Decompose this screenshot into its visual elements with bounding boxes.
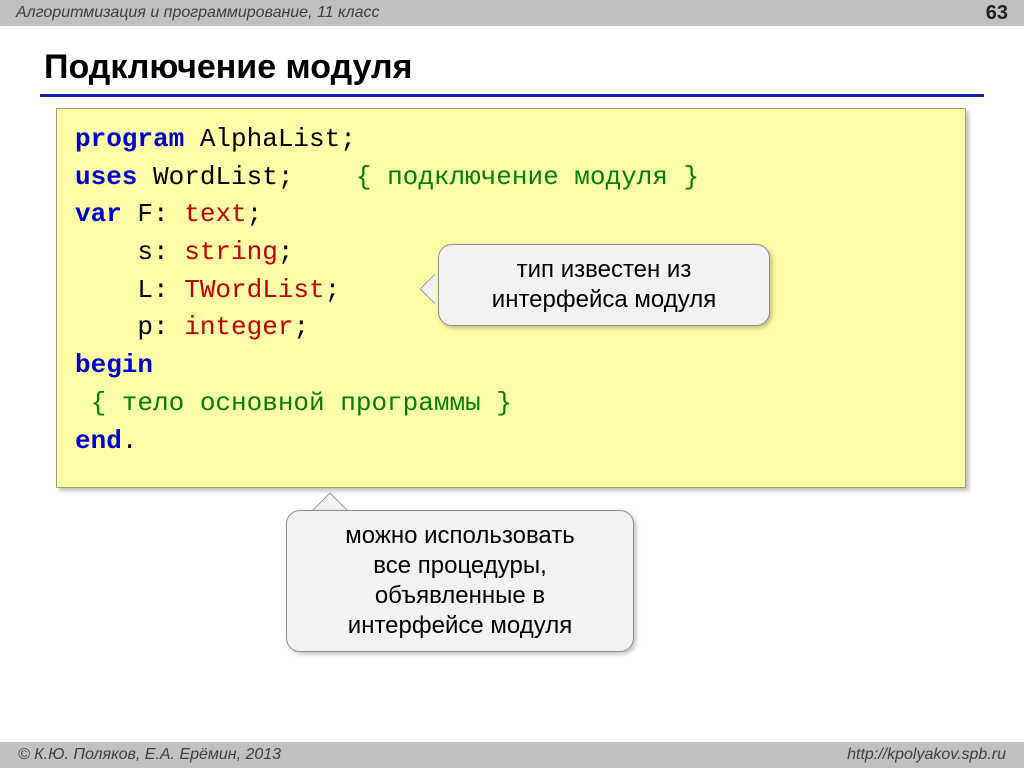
code-id: AlphaList; [184,124,356,154]
code-id: F: [122,199,184,229]
code-id: ; [293,312,309,342]
footer-url: http://kpolyakov.spb.ru [847,746,1006,764]
callout-line: интерфейса модуля [453,285,755,315]
footer-copyright: © К.Ю. Поляков, Е.А. Ерёмин, 2013 [18,746,281,764]
callout-line: тип известен из [453,255,755,285]
code-id: ; [325,275,341,305]
code-id: WordList; [137,162,355,192]
code-comment: { подключение модуля } [356,162,699,192]
header-subject: Алгоритмизация и программирование, 11 кл… [16,4,380,22]
code-kw: program [75,124,184,154]
code-type: string [184,237,278,267]
code-kw: begin [75,350,153,380]
code-kw: end [75,426,122,456]
code-id: s: [75,237,184,267]
footer-bar: © К.Ю. Поляков, Е.А. Ерёмин, 2013 http:/… [0,742,1024,768]
code-kw: uses [75,162,137,192]
title-underline [40,94,984,97]
callout-line: все процедуры, [301,551,619,581]
slide-title: Подключение модуля [44,48,412,87]
code-id: p: [75,312,184,342]
header-bar: Алгоритмизация и программирование, 11 кл… [0,0,1024,26]
callout-type-known: тип известен из интерфейса модуля [438,244,770,326]
code-type: text [184,199,246,229]
code-type: TWordList [184,275,324,305]
callout-line: можно использовать [301,521,619,551]
callout-line: интерфейсе модуля [301,611,619,641]
code-id: ; [278,237,294,267]
page-number: 63 [986,2,1008,25]
code-id: ; [247,199,263,229]
code-kw: var [75,199,122,229]
callout-line: объявленные в [301,581,619,611]
callout-procedures: можно использовать все процедуры, объявл… [286,510,634,652]
code-comment: { тело основной программы } [75,388,512,418]
code-id: L: [75,275,184,305]
code-type: integer [184,312,293,342]
code-id: . [122,426,138,456]
